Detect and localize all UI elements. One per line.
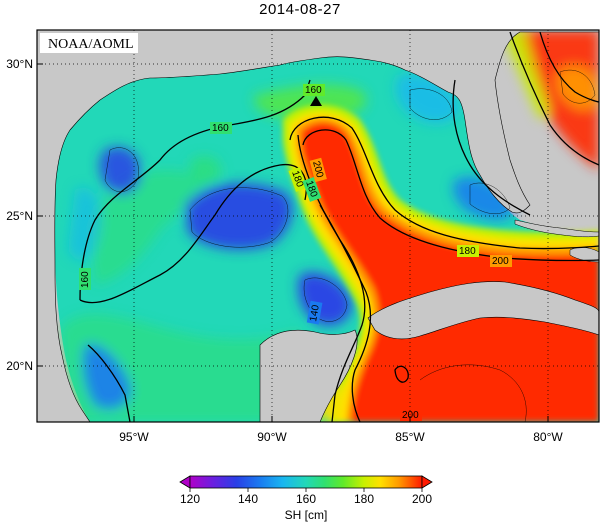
- colorbar-tick: 180: [354, 492, 374, 506]
- graticule: [37, 30, 599, 422]
- colorbar-label: SH [cm]: [285, 508, 328, 522]
- contour-atlantic-2: [539, 31, 599, 103]
- contour-160-main: [79, 79, 311, 301]
- lon-label: 85°W: [395, 430, 425, 444]
- contour-label: 200: [492, 256, 509, 267]
- contour-label: 160: [80, 271, 91, 288]
- contour-atlantic: [509, 31, 599, 166]
- contour-lines: [79, 31, 599, 422]
- contour-200: [302, 129, 599, 262]
- ocean-field: 160 160 180 180 200 180 200 160 140 200: [37, 30, 599, 422]
- lat-label: 30°N: [6, 57, 33, 71]
- contour-label: 180: [459, 246, 476, 257]
- colorbar-tick: 140: [238, 492, 258, 506]
- credit-label: NOAA/AOML: [48, 37, 134, 52]
- colorbar-low-arrow: [179, 475, 191, 489]
- contour-160-east: [452, 79, 531, 216]
- latitude-labels: 30°N 25°N 20°N: [6, 57, 33, 373]
- colorbar-tick: 160: [296, 492, 316, 506]
- cuba: [367, 281, 599, 340]
- longitude-labels: 95°W 90°W 85°W 80°W: [119, 430, 563, 444]
- contour-label: 200: [310, 160, 325, 179]
- contour-eddy-se: [394, 365, 409, 383]
- contour-label: 160: [305, 85, 322, 96]
- colorbar-bar: [189, 475, 423, 489]
- lon-label: 90°W: [257, 430, 287, 444]
- us-gulf-coast: [37, 30, 599, 422]
- colorbar-high-arrow: [421, 475, 433, 489]
- contour-180-outer: [289, 116, 599, 250]
- credit-box: [40, 33, 138, 53]
- colorbar-tick: 200: [412, 492, 432, 506]
- lat-label: 25°N: [6, 209, 33, 223]
- contour-label: 200: [402, 410, 419, 421]
- colorbar-tick: 120: [180, 492, 200, 506]
- map-frame: [36, 29, 600, 423]
- florida-keys: [514, 219, 599, 238]
- contour-200-south: [319, 204, 372, 422]
- contour-160-west: [79, 163, 307, 304]
- contour-south-blue: [87, 344, 131, 422]
- colorbar: 120 140 160 180 200 SH [cm]: [179, 475, 433, 522]
- lat-label: 20°N: [6, 359, 33, 373]
- map-title: 2014-08-27: [259, 1, 341, 18]
- lon-label: 80°W: [533, 430, 563, 444]
- axis-ticks: [37, 63, 549, 422]
- contour-label: 140: [308, 304, 322, 323]
- contour-label: 160: [212, 123, 229, 134]
- lon-label: 95°W: [119, 430, 149, 444]
- station-triangle-icon: [310, 96, 322, 106]
- yucatan-peninsula: [259, 329, 358, 422]
